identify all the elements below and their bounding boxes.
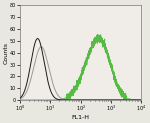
Y-axis label: Counts: Counts: [3, 42, 8, 64]
X-axis label: FL1-H: FL1-H: [72, 115, 90, 120]
